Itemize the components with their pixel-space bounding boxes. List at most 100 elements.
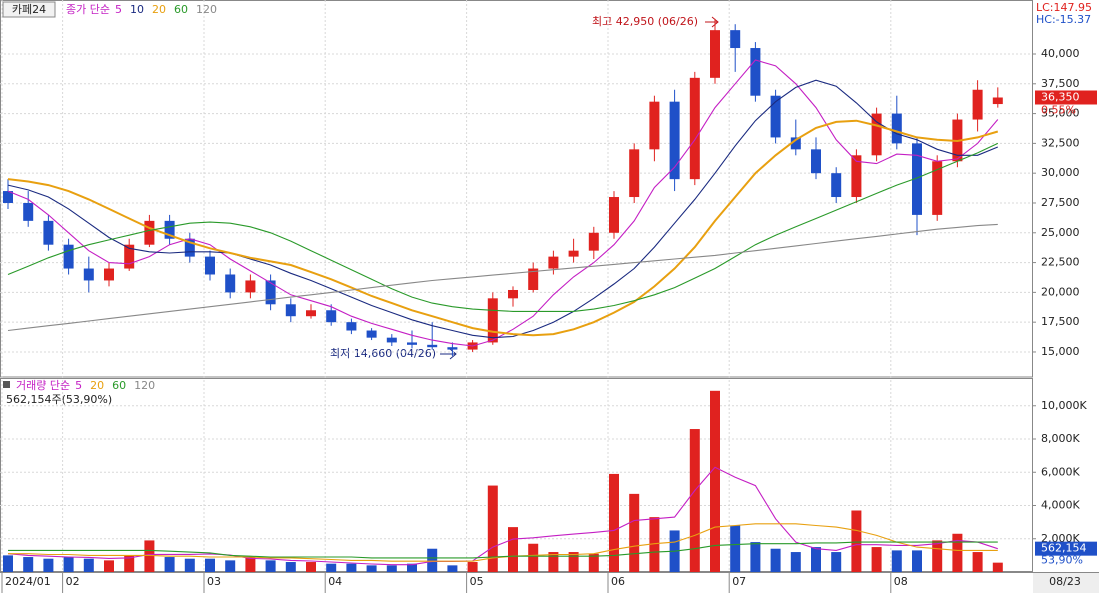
candle-body <box>366 330 377 338</box>
ma-line <box>7 59 999 347</box>
x-tick-label: 06 <box>611 575 625 588</box>
y-tick-label: 15,000 <box>1041 345 1080 358</box>
volume-bar <box>104 560 114 572</box>
ma-line <box>8 541 998 559</box>
volume-bar <box>548 552 559 572</box>
candle-body <box>285 304 296 317</box>
volume-bar <box>932 540 943 572</box>
legend-entry: 5 <box>115 3 122 16</box>
volume-bar <box>265 560 276 572</box>
volume-bar <box>285 562 296 572</box>
volume-bar <box>366 565 377 572</box>
candle-body <box>83 268 94 281</box>
stock-box <box>2 1 56 18</box>
volume-bar <box>568 552 579 572</box>
ma-line <box>7 119 999 337</box>
legend-entry: 120 <box>134 379 155 392</box>
volume-bar <box>972 552 983 572</box>
volume-bar <box>790 552 801 572</box>
volume-bar <box>689 429 700 572</box>
volume-bar <box>851 510 862 572</box>
candle-body <box>548 256 559 269</box>
candle-body <box>205 256 215 275</box>
hc-label: HC:-15.37 <box>1036 13 1091 26</box>
ma-line <box>7 466 998 566</box>
ma-line <box>7 79 999 339</box>
candle-body <box>104 268 114 281</box>
x-tick-label: 2024/01 <box>5 575 51 588</box>
volume-bar <box>952 533 963 572</box>
y-tick-label: 40,000 <box>1041 47 1080 60</box>
volume-bar <box>831 552 842 572</box>
volume-bar <box>245 557 256 572</box>
candle-body <box>43 220 54 245</box>
candle-body <box>568 250 579 257</box>
candle-body <box>891 113 902 144</box>
volume-bar <box>528 543 539 572</box>
y-tick-label: 27,500 <box>1041 196 1080 209</box>
x-tick-label: 03 <box>207 575 221 588</box>
high-annotation: 최고 42,950 (06/26) <box>592 15 698 28</box>
candle-body <box>487 298 498 343</box>
volume-bar <box>871 547 882 572</box>
change-label: 0.55% <box>1041 103 1076 116</box>
candle-body <box>689 77 700 180</box>
candle-body <box>932 161 943 215</box>
y-tick-label: 20,000 <box>1041 285 1080 298</box>
candle-body <box>346 322 357 331</box>
volume-bar <box>205 558 215 572</box>
legend-entry: 60 <box>174 3 188 16</box>
volume-bar <box>487 485 498 572</box>
y-tick-label: 8,000K <box>1041 432 1080 445</box>
volume-bar <box>23 557 34 572</box>
ma-line <box>7 223 998 332</box>
high-arrow <box>705 16 719 28</box>
volume-bar <box>83 558 94 572</box>
price-tag <box>1035 90 1097 105</box>
candle-body <box>770 95 781 138</box>
candle-body <box>407 342 417 345</box>
y-tick-label: 30,000 <box>1041 166 1080 179</box>
candle-body <box>508 289 518 299</box>
candle-body <box>63 244 74 269</box>
low-annotation: 최저 14,660 (04/26) <box>330 347 436 360</box>
volume-bar <box>992 562 1003 572</box>
candle-body <box>124 244 135 269</box>
legend-entry: 20 <box>90 379 104 392</box>
price-tag-label: 36,350 <box>1041 90 1080 103</box>
candle-body <box>164 220 175 239</box>
candle-body <box>851 155 862 198</box>
y-tick-label: 32,500 <box>1041 136 1080 149</box>
volume-bar <box>912 550 922 572</box>
volume-bar <box>447 565 458 572</box>
legend-entry: 10 <box>130 3 144 16</box>
candle-body <box>972 89 983 120</box>
candle-body <box>306 310 316 317</box>
candle-body <box>245 280 256 293</box>
volume-subtitle: 562,154주(53,90%) <box>6 393 112 406</box>
volume-bar <box>609 473 619 572</box>
candle-body <box>649 101 660 150</box>
y-tick-label: 17,500 <box>1041 315 1080 328</box>
y-tick-label: 25,000 <box>1041 226 1080 239</box>
volume-bar <box>629 493 640 572</box>
x-tick-label: 04 <box>328 575 342 588</box>
candle-body <box>912 143 922 215</box>
x-tick-label: 08 <box>894 575 908 588</box>
legend-entry: 5 <box>75 379 82 392</box>
legend-entry: 120 <box>196 3 217 16</box>
candle-body <box>144 220 155 245</box>
volume-bar <box>649 517 660 572</box>
volume-bar <box>710 390 720 572</box>
candle-body <box>992 97 1003 105</box>
candle-body <box>669 101 680 180</box>
candle-body <box>528 268 539 290</box>
y-tick-label: 2,000K <box>1041 532 1080 545</box>
candle-body <box>710 30 720 78</box>
date-box <box>1033 573 1099 593</box>
x-tick-label: 07 <box>732 575 746 588</box>
panel-icon <box>3 381 10 388</box>
price-panel <box>0 0 1033 378</box>
volume-bar <box>770 548 781 572</box>
volume-bar <box>43 558 54 572</box>
